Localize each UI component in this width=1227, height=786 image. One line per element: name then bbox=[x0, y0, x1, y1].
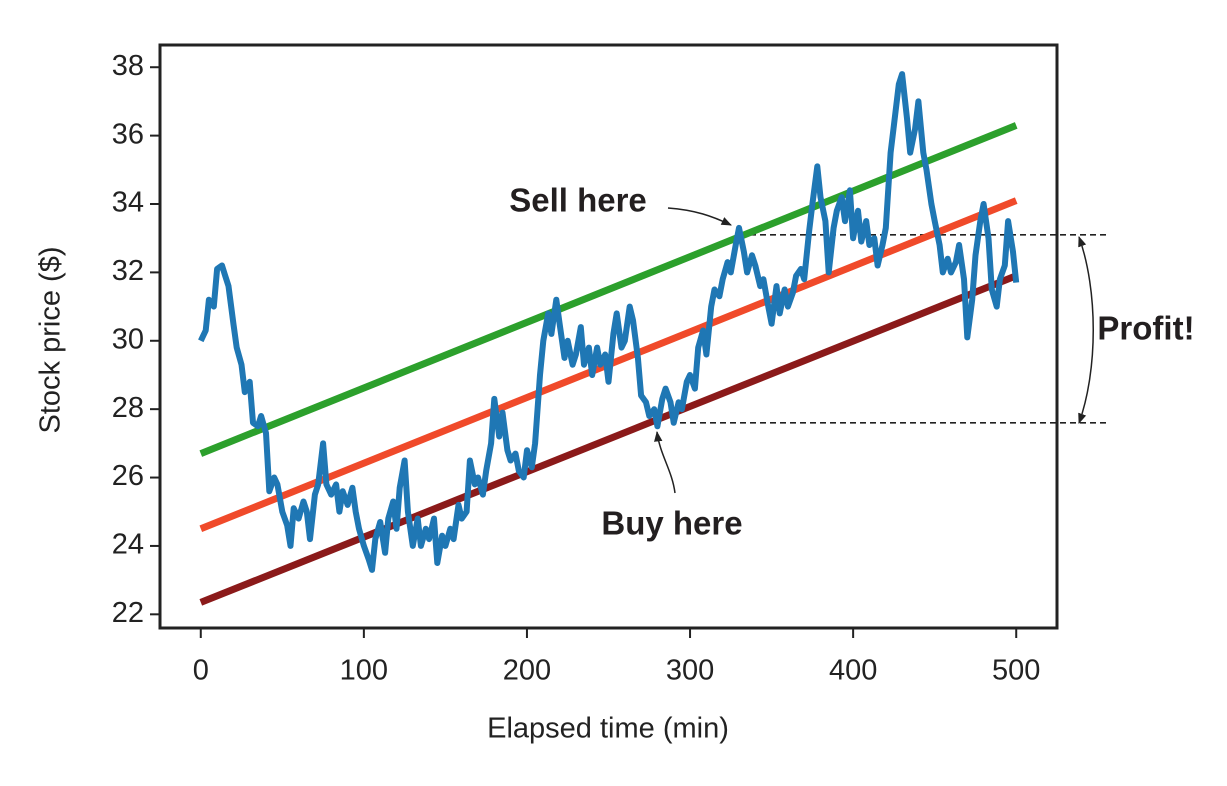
x-tick-label: 100 bbox=[340, 655, 388, 687]
price-line bbox=[198, 71, 1020, 573]
plot-frame bbox=[158, 43, 1059, 630]
y-tick-label: 34 bbox=[112, 187, 144, 219]
profit-annotation: Profit! bbox=[1097, 310, 1194, 347]
y-tick-label: 38 bbox=[112, 50, 144, 82]
y-tick-label: 30 bbox=[112, 323, 144, 355]
y-tick-label: 36 bbox=[112, 118, 144, 150]
sell-arrow bbox=[667, 207, 732, 226]
x-tick-label: 400 bbox=[829, 655, 877, 687]
y-axis-label: Stock price ($) bbox=[35, 247, 67, 434]
sell-annotation: Sell here bbox=[509, 182, 647, 219]
buy-annotation: Buy here bbox=[601, 505, 742, 542]
x-axis-label: Elapsed time (min) bbox=[487, 713, 729, 745]
y-tick-label: 22 bbox=[112, 597, 144, 629]
buy-arrow bbox=[654, 430, 676, 494]
x-tick-label: 0 bbox=[193, 655, 209, 687]
trend-line bbox=[199, 122, 1018, 457]
profit-arrow bbox=[1078, 236, 1094, 424]
x-tick-label: 300 bbox=[666, 655, 714, 687]
y-tick-label: 24 bbox=[112, 529, 144, 561]
trend-line bbox=[199, 272, 1018, 606]
y-tick-label: 28 bbox=[112, 392, 144, 424]
x-tick-label: 200 bbox=[503, 655, 551, 687]
x-tick-label: 500 bbox=[992, 655, 1040, 687]
y-tick-label: 32 bbox=[112, 255, 144, 287]
y-tick-label: 26 bbox=[112, 460, 144, 492]
